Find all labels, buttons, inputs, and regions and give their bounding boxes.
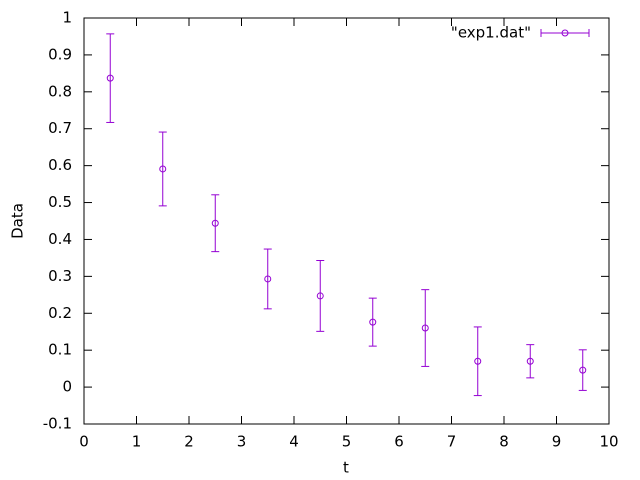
x-tick-label: 8 — [499, 433, 509, 451]
error-bar — [263, 248, 272, 310]
x-tick-label: 2 — [184, 433, 194, 451]
error-bar — [578, 349, 587, 391]
point — [369, 318, 377, 326]
error-bar — [316, 259, 325, 332]
error-bar — [368, 297, 377, 347]
error-bar — [421, 289, 430, 367]
x-tick-label: 6 — [394, 433, 404, 451]
point — [474, 357, 482, 365]
point — [106, 74, 114, 82]
y-tick-label: 0.5 — [48, 193, 72, 211]
y-tick-label: 0.1 — [48, 341, 72, 359]
legend-label: "exp1.dat" — [451, 24, 531, 42]
point — [159, 165, 167, 173]
x-tick-label: 5 — [342, 433, 352, 451]
error-bar — [158, 131, 167, 207]
y-tick-label: 0.4 — [48, 230, 72, 248]
y-tick-label: 0.2 — [48, 304, 72, 322]
x-tick-label: 0 — [79, 433, 89, 451]
point — [211, 219, 219, 227]
error-bar — [473, 326, 482, 397]
point — [316, 292, 324, 300]
point — [264, 275, 272, 283]
y-tick-label: 0 — [62, 378, 72, 396]
error-bar — [211, 194, 220, 253]
x-tick-label: 1 — [132, 433, 142, 451]
error-bar — [526, 344, 535, 379]
legend-marker — [561, 29, 569, 37]
y-tick-label: 0.3 — [48, 267, 72, 285]
point — [579, 366, 587, 374]
y-tick-label: 1 — [62, 9, 72, 27]
y-axis-label: Data — [9, 203, 27, 239]
x-tick-label: 7 — [447, 433, 457, 451]
y-tick-label: 0.7 — [48, 119, 72, 137]
error-bar — [106, 33, 115, 123]
y-tick-label: 0.9 — [48, 45, 72, 63]
x-tick-label: 3 — [237, 433, 247, 451]
y-tick-label: 0.8 — [48, 82, 72, 100]
y-tick-label: 0.6 — [48, 156, 72, 174]
x-axis-label: t — [343, 459, 349, 477]
point — [526, 357, 534, 365]
x-tick-label: 4 — [289, 433, 299, 451]
x-tick-label: 9 — [552, 433, 562, 451]
x-tick-label: 10 — [599, 433, 618, 451]
y-tick-label: -0.1 — [43, 415, 72, 433]
point — [421, 324, 429, 332]
